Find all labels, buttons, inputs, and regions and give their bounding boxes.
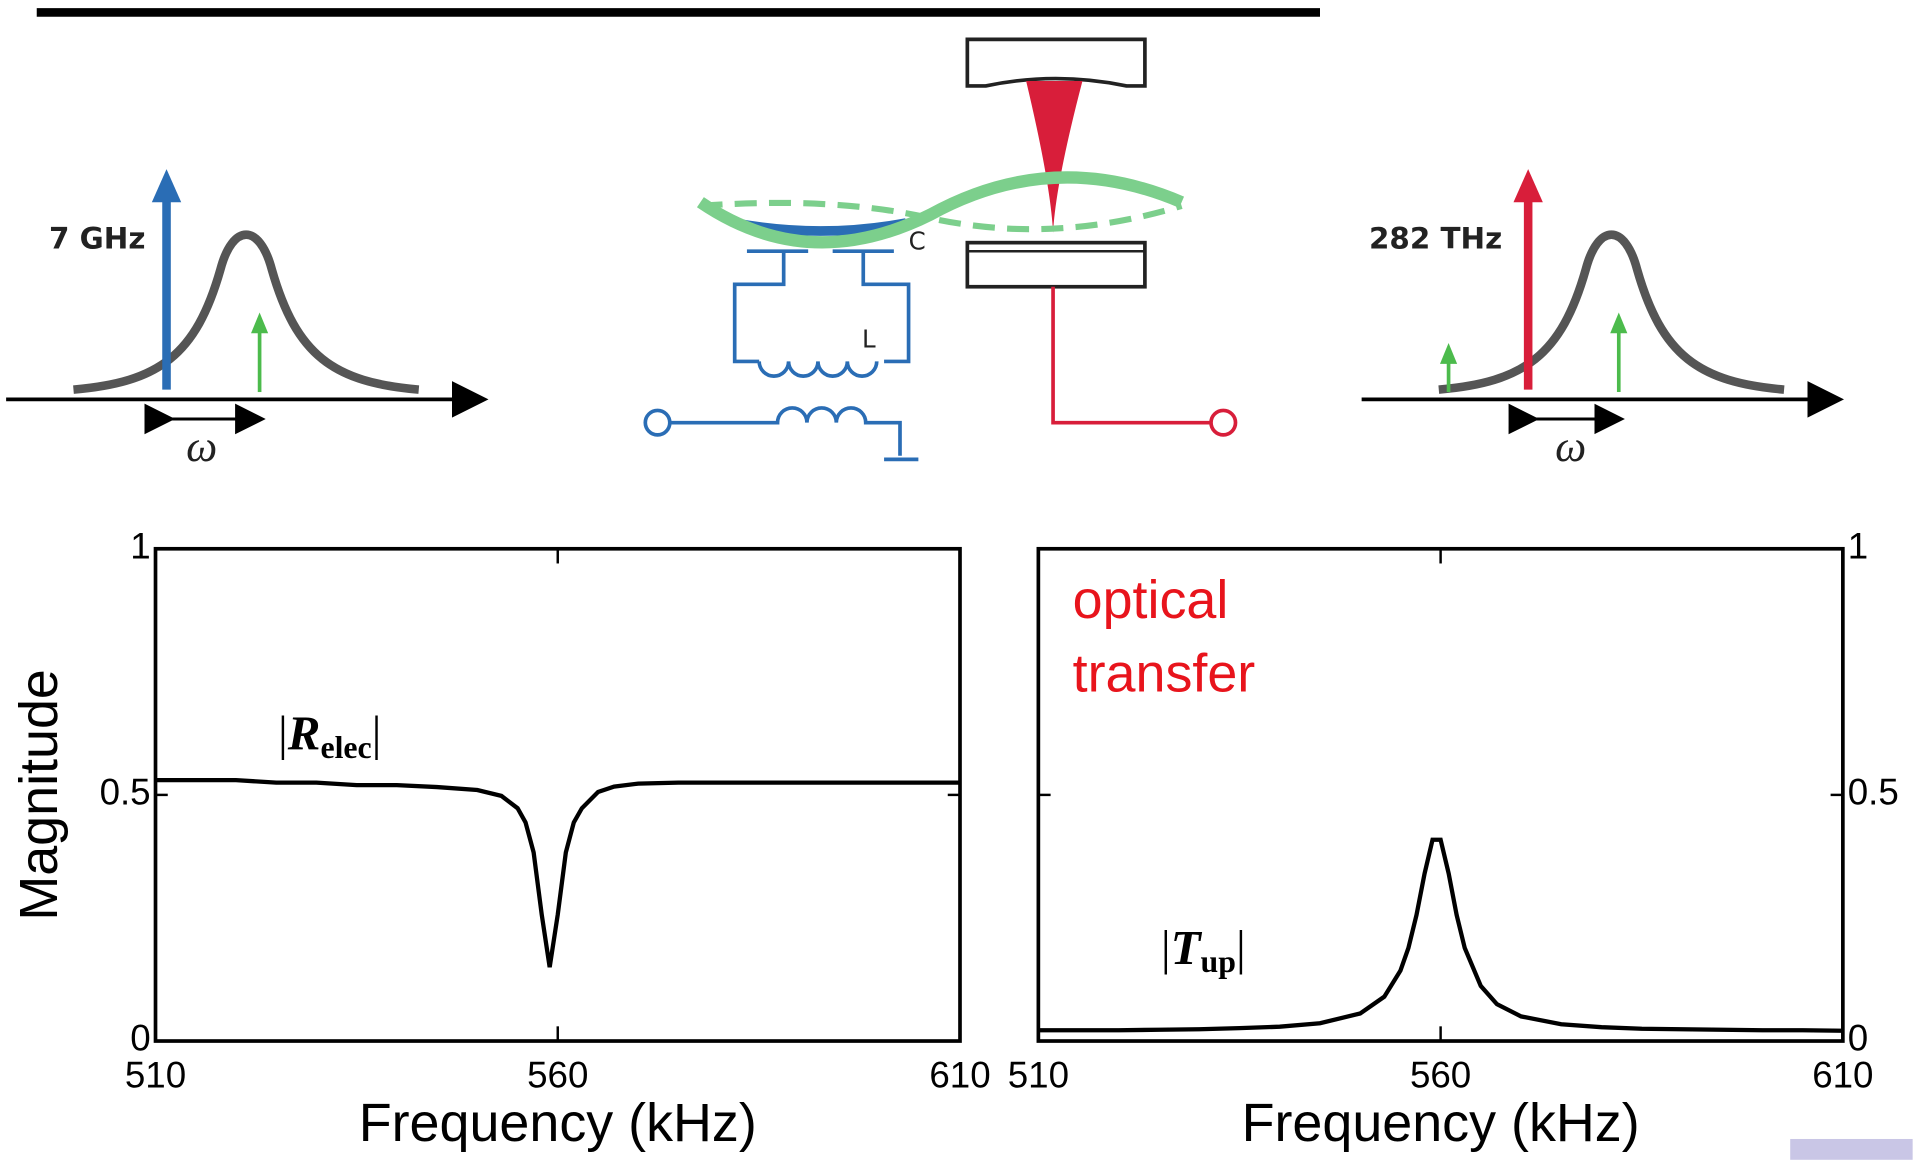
y-tick-label: 1	[1848, 525, 1868, 566]
data-line	[155, 777, 960, 968]
x-tick-label: 610	[929, 1054, 990, 1095]
x-axis-label: Frequency (kHz)	[359, 1093, 757, 1153]
annotation-suffix: |	[1236, 920, 1246, 975]
frequency-label: 7 GHz	[49, 222, 145, 256]
annotation-sub: elec	[320, 730, 371, 765]
x-tick-label: 610	[1812, 1054, 1873, 1095]
annotation-line: transfer	[1073, 644, 1256, 704]
series-annotation: |Tup|	[1161, 920, 1246, 979]
x-tick-label: 510	[1008, 1054, 1069, 1095]
y-tick-label: 1	[130, 525, 150, 566]
annotation-main: T	[1171, 920, 1203, 975]
annotation-suffix: |	[372, 706, 382, 761]
device-sketch: C L	[643, 37, 1238, 462]
x-tick-label: 510	[125, 1054, 186, 1095]
annotation-line: optical	[1073, 570, 1229, 630]
y-tick-label: 0	[1848, 1018, 1868, 1059]
capacitor-label: C	[909, 227, 926, 256]
left-spectrum: 7 GHz ω	[6, 169, 489, 471]
data-line	[1038, 837, 1843, 1033]
x-axis-label: Frequency (kHz)	[1242, 1093, 1640, 1153]
plot-frame	[153, 546, 962, 1043]
logo-fragment	[1790, 1138, 1913, 1160]
y-tick-label: 0.5	[100, 772, 151, 813]
x-tick-label: 560	[1410, 1054, 1471, 1095]
annotation-prefix: |	[1161, 920, 1171, 975]
x-tick-label: 560	[527, 1054, 588, 1095]
omega-label: ω	[186, 422, 217, 471]
y-tick-label: 0.5	[1848, 772, 1899, 813]
y-tick-label: 0	[130, 1018, 150, 1059]
frequency-label: 282 THz	[1369, 222, 1502, 256]
right-spectrum: 282 THz ω	[1361, 169, 1845, 471]
annotation-main: R	[287, 706, 321, 761]
series-annotation: |Relec|	[278, 706, 382, 765]
annotation-sub: up	[1201, 944, 1236, 979]
annotation-prefix: |	[278, 706, 288, 761]
inductor-label: L	[862, 325, 876, 354]
y-axis-label: Magnitude	[9, 669, 69, 921]
omega-label: ω	[1555, 422, 1586, 471]
